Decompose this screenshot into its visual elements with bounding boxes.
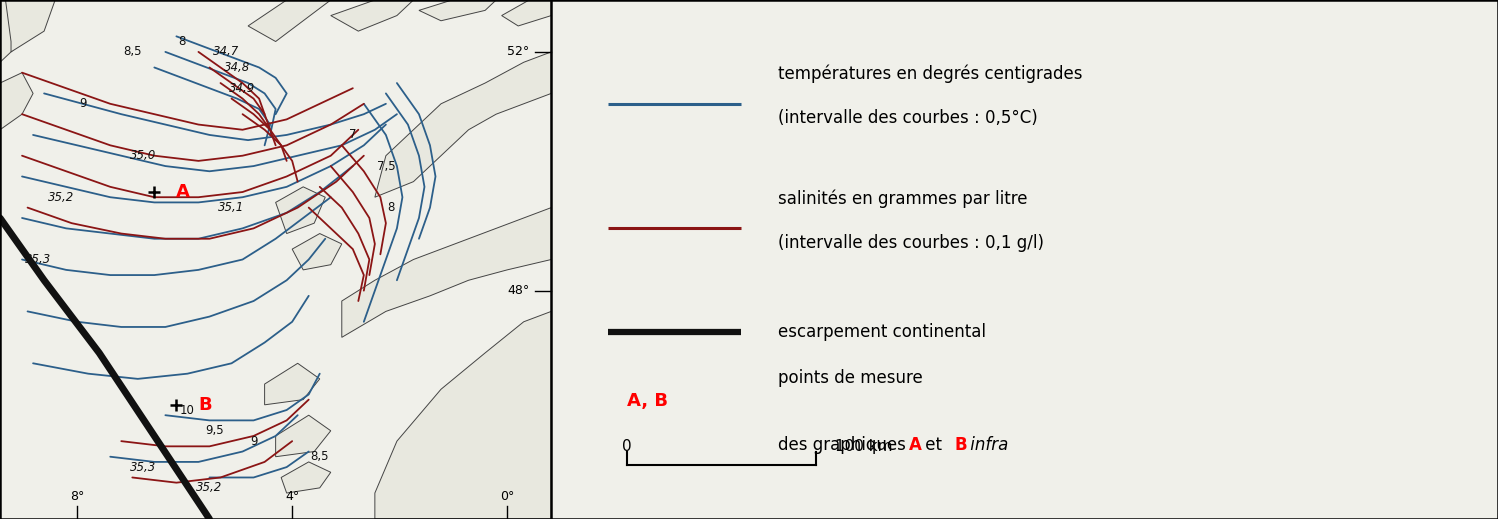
Text: 35,3: 35,3 xyxy=(25,253,52,266)
Text: 4°: 4° xyxy=(285,490,300,503)
Text: 8,5: 8,5 xyxy=(123,45,141,59)
Text: escarpement continental: escarpement continental xyxy=(779,323,987,341)
Text: 100 km: 100 km xyxy=(836,439,893,454)
Text: 0°: 0° xyxy=(500,490,514,503)
Text: (intervalle des courbes : 0,1 g/l): (intervalle des courbes : 0,1 g/l) xyxy=(779,234,1044,252)
Text: A: A xyxy=(909,436,921,454)
Polygon shape xyxy=(331,0,413,31)
Polygon shape xyxy=(265,363,319,405)
Text: 8: 8 xyxy=(178,35,186,48)
Text: 7,5: 7,5 xyxy=(376,159,395,173)
Text: 9: 9 xyxy=(79,97,87,111)
Text: salinités en grammes par litre: salinités en grammes par litre xyxy=(779,189,1028,208)
Polygon shape xyxy=(374,311,551,519)
Polygon shape xyxy=(0,73,33,130)
Polygon shape xyxy=(276,187,325,234)
Text: 34,7: 34,7 xyxy=(213,45,240,59)
Text: 35,2: 35,2 xyxy=(196,481,223,495)
Polygon shape xyxy=(419,0,496,21)
Text: 35,1: 35,1 xyxy=(219,201,244,214)
Text: 0: 0 xyxy=(622,439,632,454)
Polygon shape xyxy=(342,208,551,337)
Text: (intervalle des courbes : 0,5°C): (intervalle des courbes : 0,5°C) xyxy=(779,109,1038,127)
Polygon shape xyxy=(276,415,331,457)
Text: des graphiques: des graphiques xyxy=(779,436,912,454)
Text: 35,0: 35,0 xyxy=(130,149,156,162)
Text: 52°: 52° xyxy=(506,45,529,59)
Polygon shape xyxy=(282,462,331,493)
Polygon shape xyxy=(0,0,27,62)
Text: températures en degrés centigrades: températures en degrés centigrades xyxy=(779,64,1083,83)
Text: 48°: 48° xyxy=(506,284,529,297)
Text: B: B xyxy=(198,396,213,414)
Text: 8°: 8° xyxy=(70,490,84,503)
Polygon shape xyxy=(6,0,55,52)
Text: points de mesure: points de mesure xyxy=(779,368,923,387)
Text: 8: 8 xyxy=(388,201,395,214)
Text: 35,2: 35,2 xyxy=(48,190,73,204)
Text: B: B xyxy=(954,436,968,454)
Text: A, B: A, B xyxy=(628,392,668,410)
Text: 34,8: 34,8 xyxy=(223,61,250,74)
Text: 7: 7 xyxy=(349,128,357,142)
Text: infra: infra xyxy=(965,436,1008,454)
Text: 9,5: 9,5 xyxy=(205,424,225,438)
Polygon shape xyxy=(374,52,551,197)
Polygon shape xyxy=(249,0,331,42)
Polygon shape xyxy=(292,234,342,270)
Text: 35,3: 35,3 xyxy=(130,460,156,474)
Text: 10: 10 xyxy=(180,403,195,417)
Text: 34,9: 34,9 xyxy=(229,81,256,95)
Polygon shape xyxy=(502,0,551,26)
Text: 9: 9 xyxy=(250,434,258,448)
Text: et: et xyxy=(920,436,947,454)
Text: 8,5: 8,5 xyxy=(310,450,330,463)
Text: A: A xyxy=(177,183,190,201)
